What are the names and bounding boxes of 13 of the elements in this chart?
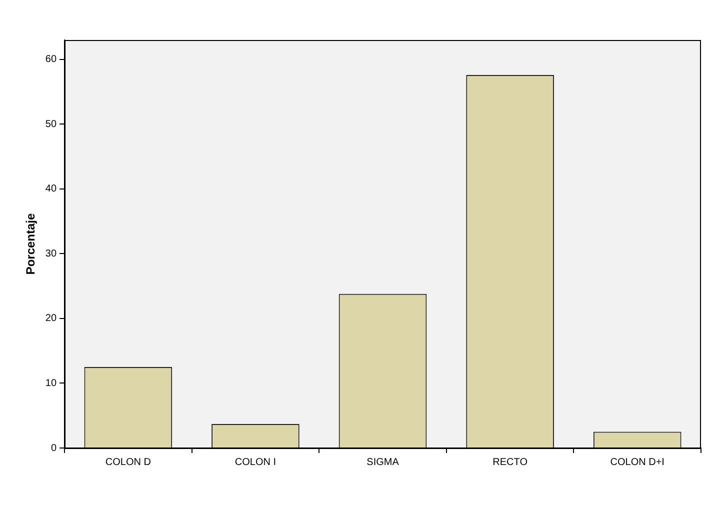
- x-tick-label: COLON I: [234, 456, 276, 468]
- y-axis-title: Porcentaje: [24, 212, 38, 275]
- x-tick-label: COLON D+I: [610, 456, 664, 468]
- y-tick-label: 10: [45, 378, 57, 389]
- x-tick-label: COLON D: [105, 456, 151, 468]
- y-tick-label: 0: [50, 442, 57, 454]
- y-tick-label: 60: [45, 54, 57, 66]
- y-tick-label: 30: [45, 248, 57, 260]
- x-tick-label: SIGMA: [366, 456, 400, 468]
- y-tick-label: 50: [45, 118, 57, 130]
- y-tick-label: 20: [45, 313, 57, 324]
- y-tick-label: 40: [45, 184, 57, 195]
- x-tick-label: RECTO: [492, 456, 528, 468]
